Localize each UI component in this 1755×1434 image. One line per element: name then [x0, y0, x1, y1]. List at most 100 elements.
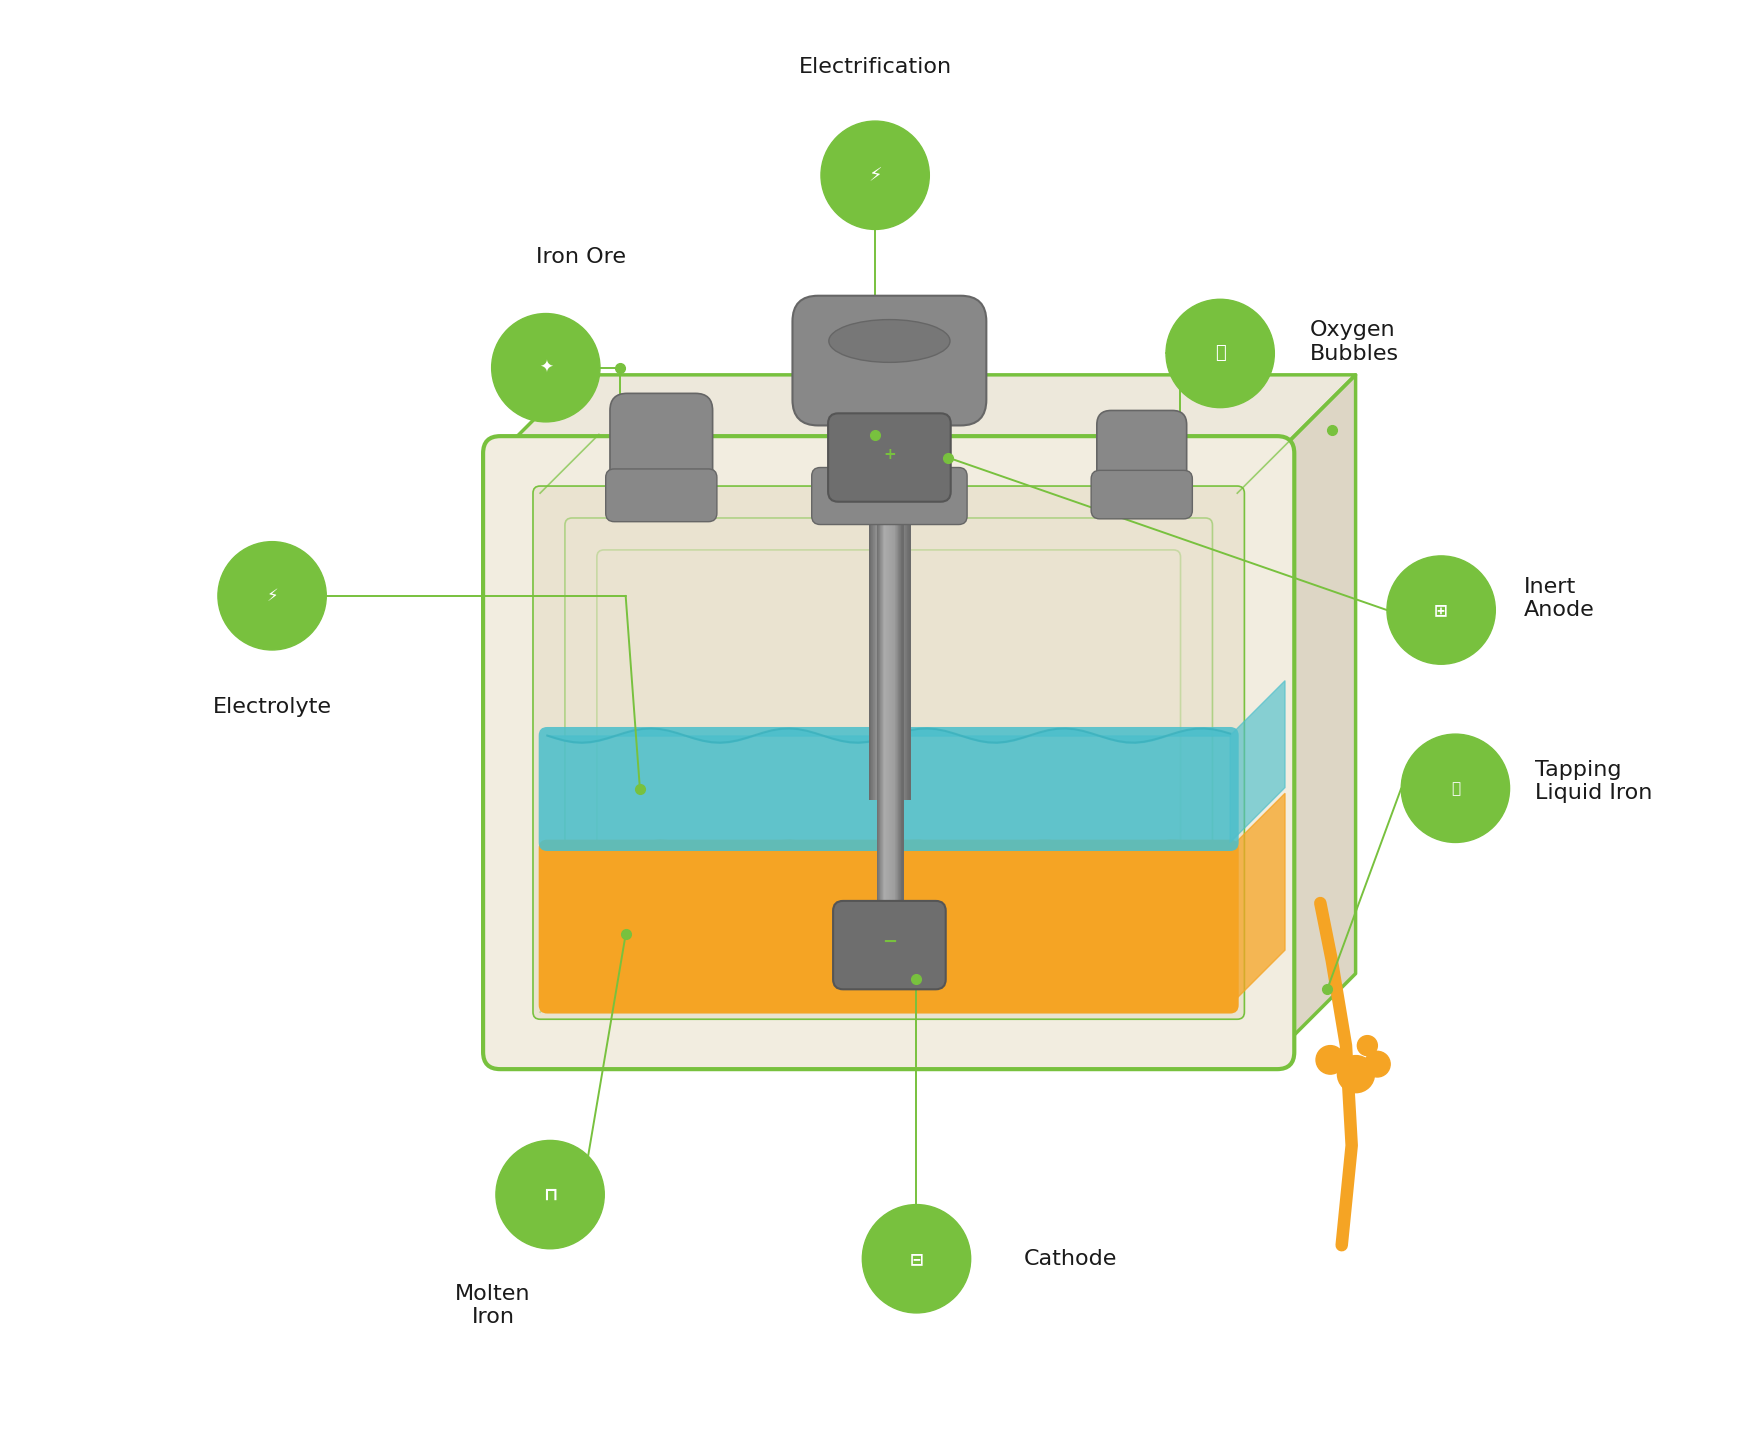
Text: 〜: 〜 [1214, 344, 1225, 363]
Text: Electrification: Electrification [799, 57, 951, 77]
Polygon shape [899, 360, 900, 485]
Polygon shape [928, 360, 932, 485]
Polygon shape [881, 485, 885, 800]
Polygon shape [900, 360, 902, 485]
Polygon shape [651, 446, 655, 485]
Polygon shape [907, 360, 909, 485]
Polygon shape [872, 485, 874, 800]
Polygon shape [892, 492, 893, 911]
Text: −: − [881, 932, 897, 951]
Polygon shape [1116, 460, 1118, 485]
Polygon shape [892, 492, 893, 911]
Polygon shape [500, 374, 1355, 453]
Polygon shape [939, 360, 942, 485]
Polygon shape [1121, 460, 1123, 485]
Polygon shape [1113, 460, 1114, 485]
Polygon shape [646, 446, 649, 485]
Polygon shape [878, 492, 879, 911]
Polygon shape [893, 360, 895, 485]
Polygon shape [1111, 460, 1113, 485]
Polygon shape [885, 485, 886, 800]
Polygon shape [855, 360, 858, 485]
Polygon shape [1150, 460, 1151, 485]
Polygon shape [1123, 460, 1125, 485]
Polygon shape [1162, 460, 1164, 485]
Polygon shape [883, 492, 885, 911]
Text: Oxygen
Bubbles: Oxygen Bubbles [1309, 320, 1399, 364]
Polygon shape [897, 492, 899, 911]
Polygon shape [639, 446, 642, 485]
Polygon shape [1162, 460, 1165, 485]
Polygon shape [628, 446, 632, 485]
Polygon shape [879, 360, 883, 485]
Polygon shape [1111, 460, 1114, 485]
Polygon shape [1158, 460, 1160, 485]
Polygon shape [1143, 460, 1144, 485]
Polygon shape [651, 446, 653, 485]
Polygon shape [653, 446, 656, 485]
Polygon shape [693, 446, 695, 485]
Polygon shape [1155, 460, 1157, 485]
Polygon shape [895, 485, 897, 800]
Polygon shape [897, 485, 899, 800]
Polygon shape [897, 492, 899, 911]
Polygon shape [679, 446, 681, 485]
Polygon shape [846, 360, 849, 485]
Text: Electrolyte: Electrolyte [212, 697, 332, 717]
Polygon shape [913, 360, 916, 485]
Polygon shape [902, 485, 906, 800]
Polygon shape [900, 492, 902, 911]
Polygon shape [627, 446, 630, 485]
Polygon shape [848, 360, 851, 485]
Polygon shape [888, 360, 892, 485]
Polygon shape [1125, 460, 1127, 485]
Polygon shape [1165, 460, 1167, 485]
Text: 〰: 〰 [1450, 780, 1458, 796]
Text: +: + [883, 446, 895, 462]
Polygon shape [916, 360, 920, 485]
Text: ⚡: ⚡ [867, 166, 881, 185]
FancyBboxPatch shape [483, 436, 1293, 1070]
Polygon shape [1135, 460, 1139, 485]
Polygon shape [907, 485, 909, 800]
Circle shape [1165, 300, 1274, 407]
Polygon shape [878, 492, 879, 911]
Polygon shape [1146, 460, 1148, 485]
Polygon shape [874, 485, 876, 800]
Polygon shape [906, 360, 907, 485]
Polygon shape [892, 485, 893, 800]
Text: Tapping
Liquid Iron: Tapping Liquid Iron [1534, 760, 1651, 803]
Polygon shape [693, 446, 697, 485]
FancyBboxPatch shape [534, 486, 1244, 1020]
Polygon shape [667, 446, 669, 485]
Polygon shape [860, 360, 863, 485]
Polygon shape [904, 360, 906, 485]
Polygon shape [899, 485, 900, 800]
Polygon shape [1167, 460, 1171, 485]
Polygon shape [879, 492, 881, 911]
Polygon shape [937, 360, 941, 485]
Polygon shape [835, 360, 839, 485]
Polygon shape [925, 360, 928, 485]
Polygon shape [872, 360, 876, 485]
Polygon shape [644, 446, 646, 485]
Polygon shape [870, 485, 872, 800]
Circle shape [1400, 734, 1509, 842]
Polygon shape [681, 446, 683, 485]
Polygon shape [1153, 460, 1155, 485]
Polygon shape [918, 360, 921, 485]
Polygon shape [874, 360, 878, 485]
FancyBboxPatch shape [605, 469, 716, 522]
Polygon shape [691, 446, 695, 485]
Polygon shape [876, 492, 878, 911]
Polygon shape [876, 485, 878, 800]
Polygon shape [883, 492, 885, 911]
Polygon shape [1230, 793, 1285, 1005]
Polygon shape [904, 485, 906, 800]
Polygon shape [663, 446, 665, 485]
FancyBboxPatch shape [539, 840, 1237, 1014]
FancyBboxPatch shape [609, 393, 713, 499]
Polygon shape [899, 485, 900, 800]
Polygon shape [895, 485, 897, 800]
Polygon shape [639, 446, 641, 485]
